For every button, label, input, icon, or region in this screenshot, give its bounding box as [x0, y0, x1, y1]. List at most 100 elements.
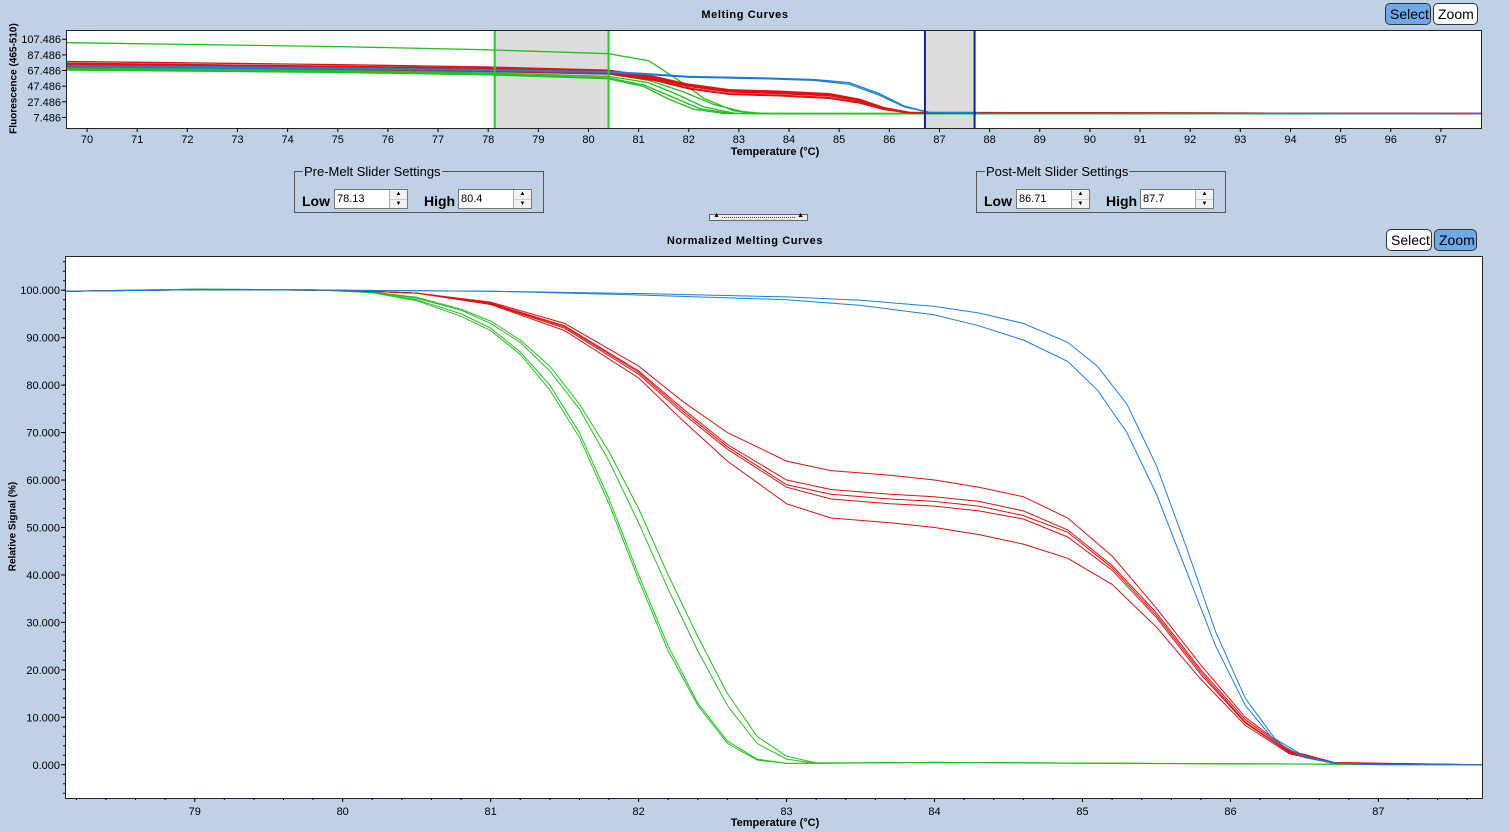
post-melt-legend: Post-Melt Slider Settings [986, 164, 1129, 179]
x-tick-label: 85 [1076, 806, 1088, 818]
bottom-chart-title: Normalized Melting Curves [666, 235, 824, 247]
x-tick-label: 84 [783, 134, 795, 146]
top-plot-area[interactable] [66, 30, 1482, 129]
bottom-x-axis-title: Temperature (°C) [730, 817, 820, 829]
spin-up-icon[interactable]: ▲ [514, 190, 531, 200]
x-tick-label: 75 [332, 134, 344, 146]
y-tick-label: 70.000 [26, 428, 60, 440]
bottom-plot-svg [66, 288, 1482, 766]
pre-melt-legend: Pre-Melt Slider Settings [304, 164, 441, 179]
x-tick-label: 86 [1224, 806, 1236, 818]
x-tick-label: 82 [632, 806, 644, 818]
x-tick-label: 81 [632, 134, 644, 146]
series-line-13 [67, 66, 1481, 115]
x-tick-label: 90 [1084, 134, 1096, 146]
splitter-grip [722, 217, 795, 218]
x-tick-label: 80 [582, 134, 594, 146]
y-tick-label: 10.000 [26, 712, 60, 724]
post-melt-low-spinner[interactable]: ▲▼ [1016, 189, 1090, 209]
x-tick-label: 83 [733, 134, 745, 146]
spin-up-icon[interactable]: ▲ [390, 190, 407, 200]
post-melt-low-input[interactable] [1018, 191, 1070, 207]
top-zoom-button[interactable]: Zoom [1433, 3, 1478, 25]
post-melt-high-label: High [1106, 193, 1138, 209]
x-tick-label: 84 [928, 806, 940, 818]
pre-melt-high-label: High [424, 193, 456, 209]
y-tick-label: 0.000 [32, 760, 60, 772]
y-tick-label: 107.486 [21, 34, 61, 46]
series-line-11 [67, 65, 1481, 115]
series-line-4 [66, 288, 1482, 766]
x-tick-label: 97 [1435, 134, 1447, 146]
x-tick-label: 74 [281, 134, 293, 146]
x-tick-label: 81 [485, 806, 497, 818]
x-tick-label: 70 [81, 134, 93, 146]
series-line-11 [66, 289, 1482, 766]
x-tick-label: 95 [1334, 134, 1346, 146]
y-tick-label: 87.486 [27, 50, 61, 62]
x-tick-label: 86 [883, 134, 895, 146]
x-tick-label: 87 [1372, 806, 1384, 818]
x-tick-label: 79 [189, 806, 201, 818]
y-tick-label: 27.486 [27, 97, 61, 109]
spin-down-icon[interactable]: ▼ [519, 201, 526, 207]
x-tick-label: 79 [532, 134, 544, 146]
x-tick-label: 89 [1034, 134, 1046, 146]
series-line-5 [67, 69, 1481, 115]
spin-up-icon[interactable]: ▲ [1072, 190, 1089, 200]
x-tick-label: 76 [382, 134, 394, 146]
y-tick-label: 47.486 [27, 81, 61, 93]
pre-melt-high-spinner[interactable]: ▲▼ [458, 189, 532, 209]
top-plot-svg [67, 31, 1481, 128]
bottom-select-button[interactable]: Select [1386, 229, 1432, 251]
x-tick-label: 93 [1234, 134, 1246, 146]
post-melt-high-spinner[interactable]: ▲▼ [1140, 189, 1214, 209]
top-x-axis-title: Temperature (°C) [730, 146, 820, 158]
pre-melt-low-arrows[interactable]: ▲ ▼ [389, 190, 407, 208]
top-chart-title: Melting Curves [701, 9, 789, 21]
post-melt-high-arrows[interactable]: ▲ ▼ [1195, 190, 1213, 208]
x-tick-label: 96 [1385, 134, 1397, 146]
x-tick-label: 73 [231, 134, 243, 146]
pre-melt-region[interactable] [494, 31, 609, 128]
spin-down-icon[interactable]: ▼ [395, 201, 402, 207]
x-tick-label: 82 [683, 134, 695, 146]
bottom-plot-area[interactable] [65, 256, 1483, 799]
pre-melt-low-spinner[interactable]: ▲▼ [334, 189, 408, 209]
y-tick-label: 67.486 [27, 66, 61, 78]
post-melt-high-input[interactable] [1142, 191, 1194, 207]
y-tick-label: 100.000 [20, 285, 60, 297]
series-line-10 [66, 289, 1482, 766]
y-tick-label: 7.486 [33, 112, 61, 124]
x-tick-label: 87 [933, 134, 945, 146]
y-tick-label: 60.000 [26, 475, 60, 487]
pre-melt-high-arrows[interactable]: ▲ ▼ [513, 190, 531, 208]
pre-melt-slider-settings: Pre-Melt Slider Settings Low ▲▼ High ▲▼ [294, 165, 544, 213]
top-axes: 70 71 72 73 74 75 76 77 78 79 80 81 82 83 84 85 86 87 88 89… [21, 34, 1447, 146]
y-tick-label: 80.000 [26, 380, 60, 392]
x-tick-label: 85 [833, 134, 845, 146]
x-tick-label: 78 [482, 134, 494, 146]
spin-down-icon[interactable]: ▼ [1201, 201, 1208, 207]
spin-up-icon[interactable]: ▲ [1196, 190, 1213, 200]
splitter-collapse-icon[interactable]: ▲ [713, 212, 720, 219]
bottom-zoom-button[interactable]: Zoom [1434, 229, 1477, 251]
x-tick-label: 88 [983, 134, 995, 146]
pre-melt-high-input[interactable] [460, 191, 512, 207]
y-tick-label: 20.000 [26, 665, 60, 677]
x-tick-label: 71 [131, 134, 143, 146]
panel-splitter-handle[interactable]: ▲ ▲ [709, 212, 808, 221]
x-tick-label: 91 [1134, 134, 1146, 146]
post-melt-low-arrows[interactable]: ▲ ▼ [1071, 190, 1089, 208]
series-line-1 [67, 42, 1481, 115]
post-melt-slider-settings: Post-Melt Slider Settings Low ▲▼ High ▲▼ [976, 165, 1226, 213]
series-line-5 [66, 289, 1482, 766]
y-tick-label: 50.000 [26, 523, 60, 535]
pre-melt-low-input[interactable] [336, 191, 388, 207]
y-tick-label: 40.000 [26, 570, 60, 582]
splitter-expand-icon[interactable]: ▲ [797, 212, 804, 219]
spin-down-icon[interactable]: ▼ [1077, 201, 1084, 207]
x-tick-label: 94 [1284, 134, 1296, 146]
top-select-button[interactable]: Select [1385, 3, 1431, 25]
